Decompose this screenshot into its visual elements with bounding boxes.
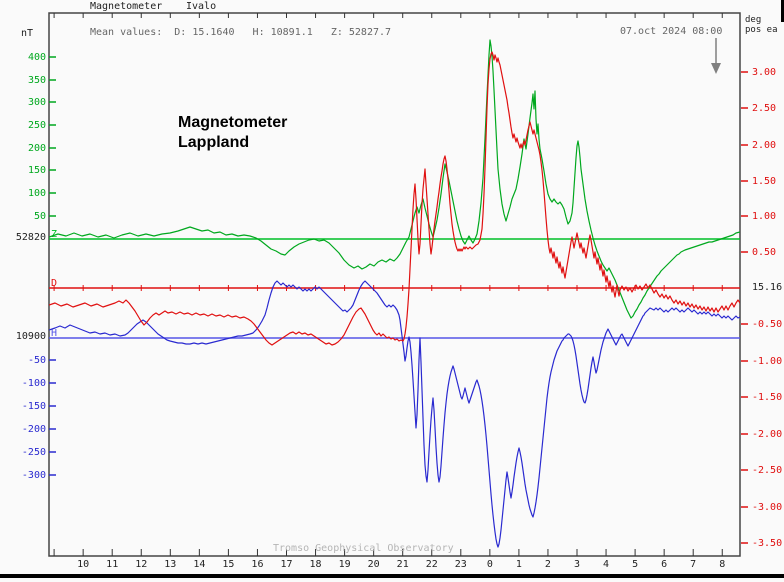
right-red-tick-label: 0.50 <box>752 247 776 258</box>
trace-d <box>49 51 740 346</box>
hour-label: 16 <box>251 559 263 570</box>
d-baseline-value: 15.16 <box>752 282 783 293</box>
bottom-separator-line <box>0 574 784 578</box>
hour-label: 7 <box>690 559 696 570</box>
hour-label: 2 <box>545 559 551 570</box>
hour-label: 1 <box>516 559 522 570</box>
left-blue-tick-label: -250 <box>22 447 46 458</box>
hour-label: 20 <box>368 559 380 570</box>
z-baseline-letter: Z <box>51 229 57 240</box>
right-red-tick-label: 3.00 <box>752 67 776 78</box>
left-blue-tick-label: -100 <box>22 378 46 389</box>
hour-label: 15 <box>222 559 234 570</box>
right-red-tick-label: -2.50 <box>752 465 782 476</box>
d-baseline-letter: D <box>51 278 57 289</box>
right-red-tick-label: -2.00 <box>752 429 782 440</box>
left-axis-unit: nT <box>21 28 34 39</box>
right-red-tick-label: -1.50 <box>752 392 782 403</box>
observatory-watermark: Tromso Geophysical Observatory <box>273 543 454 554</box>
h-baseline-value: 10900 <box>15 331 46 342</box>
hour-label: 19 <box>339 559 351 570</box>
hour-label: 18 <box>310 559 322 570</box>
trace-h <box>49 280 740 548</box>
chart-title: Magnetometer Lappland <box>178 113 287 153</box>
right-red-tick-label: 2.50 <box>752 103 776 114</box>
hour-label: 3 <box>574 559 580 570</box>
z-baseline-value: 52820 <box>15 232 46 243</box>
hour-label: 10 <box>77 559 89 570</box>
window-edge-mark <box>781 0 784 22</box>
hour-label: 23 <box>455 559 467 570</box>
plot-frame <box>48 12 741 557</box>
left-green-tick-label: 100 <box>28 188 46 199</box>
right-red-tick-label: -3.00 <box>752 502 782 513</box>
right-red-tick-label: 1.50 <box>752 176 776 187</box>
hour-label: 4 <box>603 559 609 570</box>
hour-label: 21 <box>397 559 409 570</box>
time-arrow-head <box>711 63 721 74</box>
chart-title-line1: Magnetometer <box>178 114 288 131</box>
right-axis-unit-line2: pos ea <box>745 25 778 35</box>
hour-label: 13 <box>164 559 176 570</box>
right-red-tick-label: 1.00 <box>752 211 776 222</box>
left-green-tick-label: 150 <box>28 165 46 176</box>
chart-title-line2: Lappland <box>178 134 250 151</box>
hour-label: 5 <box>632 559 638 570</box>
left-blue-tick-label: -200 <box>22 424 46 435</box>
left-green-tick-label: 350 <box>28 75 46 86</box>
left-blue-tick-label: -300 <box>22 470 46 481</box>
plot-header-title: Magnetometer <box>90 1 163 12</box>
hour-label: 0 <box>487 559 493 570</box>
left-blue-tick-label: -50 <box>28 355 46 366</box>
datetime-label: 07.oct 2024 08:00 <box>620 26 723 37</box>
right-red-tick-label: 2.00 <box>752 140 776 151</box>
left-blue-tick-label: -150 <box>22 401 46 412</box>
left-green-tick-label: 50 <box>34 211 46 222</box>
mean-values-text: Mean values: D: 15.1640 H: 10891.1 Z: 52… <box>90 27 392 38</box>
hour-label: 17 <box>280 559 292 570</box>
hour-label: 12 <box>135 559 147 570</box>
hour-label: 8 <box>719 559 725 570</box>
right-red-tick-label: -3.50 <box>752 538 782 549</box>
right-red-tick-label: -0.50 <box>752 319 782 330</box>
right-axis-unit-line1: deg <box>745 15 762 25</box>
left-green-tick-label: 300 <box>28 97 46 108</box>
hour-label: 14 <box>193 559 205 570</box>
left-green-tick-label: 250 <box>28 120 46 131</box>
left-green-tick-label: 400 <box>28 52 46 63</box>
hour-label: 6 <box>661 559 667 570</box>
left-green-tick-label: 200 <box>28 143 46 154</box>
right-red-tick-label: -1.00 <box>752 356 782 367</box>
hour-label: 22 <box>426 559 438 570</box>
h-baseline-letter: H <box>51 328 57 339</box>
hour-label: 11 <box>106 559 118 570</box>
trace-z <box>49 39 740 319</box>
station-name: Ivalo <box>186 1 217 12</box>
